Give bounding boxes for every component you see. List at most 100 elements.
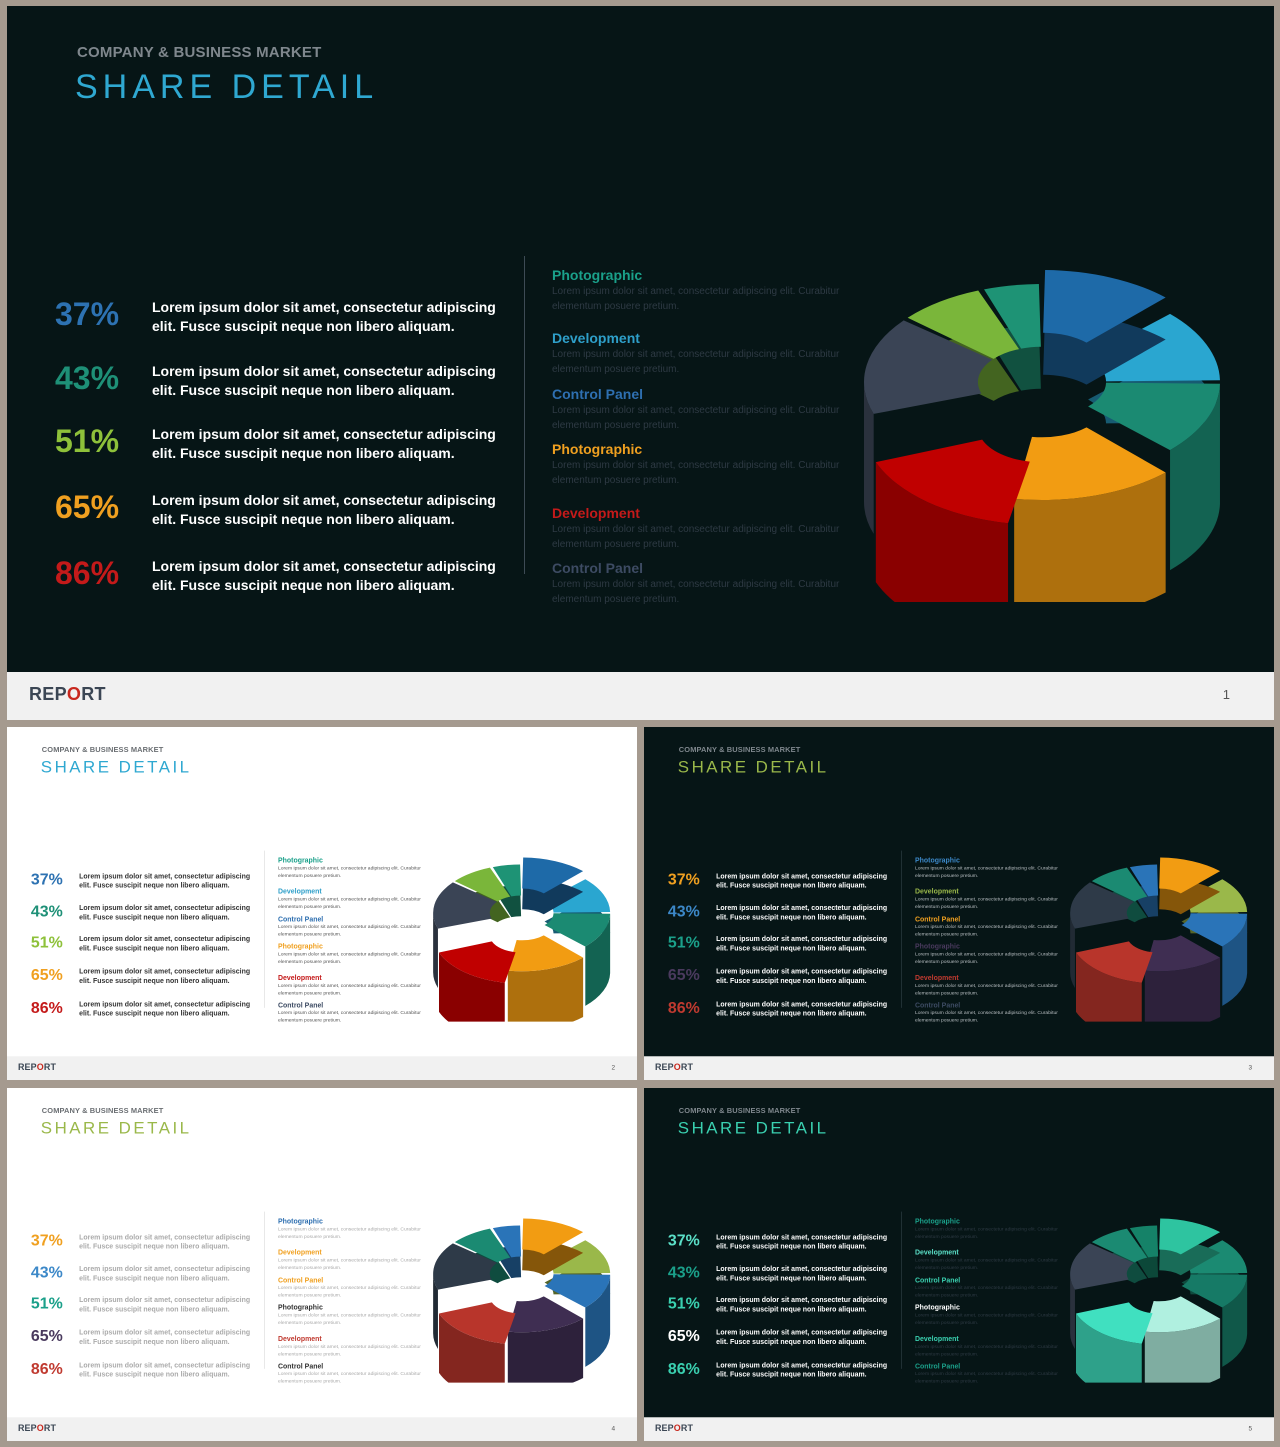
percentage-value: 37%: [667, 1231, 700, 1250]
category-title: Development: [914, 1334, 959, 1343]
category-description: Lorem ipsum dolor sit amet, consectetur …: [914, 983, 1058, 996]
donut-chart: [1064, 1205, 1253, 1404]
category-item: Photographic Lorem ipsum dolor sit amet, …: [915, 1217, 1059, 1240]
category-title: Development: [277, 887, 322, 896]
percentage-value: 43%: [30, 902, 63, 920]
percentage-value: 86%: [30, 1359, 63, 1378]
slide-2[interactable]: COMPANY & BUSINESS MARKET SHARE DETAIL 3…: [7, 727, 637, 1080]
footer-bar: REPORT 1: [7, 672, 1274, 720]
category-item: Control Panel Lorem ipsum dolor sit amet,…: [915, 1001, 1059, 1024]
percentage-description: Lorem ipsum dolor sit amet, consectetur …: [152, 299, 496, 334]
category-description: Lorem ipsum dolor sit amet, consectetur …: [552, 349, 840, 375]
category-description: Lorem ipsum dolor sit amet, consectetur …: [552, 405, 840, 431]
percentage-value: 86%: [667, 998, 700, 1017]
category-description: Lorem ipsum dolor sit amet, consectetur …: [277, 983, 421, 996]
percentage-description: Lorem ipsum dolor sit amet, consectetur …: [716, 1295, 888, 1313]
percentage-value: 51%: [30, 1294, 63, 1312]
percentage-value: 43%: [30, 1263, 63, 1281]
category-title: Development: [552, 330, 640, 346]
page-number: 1: [1222, 687, 1230, 702]
category-item: Control Panel Lorem ipsum dolor sit amet,…: [278, 1362, 422, 1385]
donut-segment: [544, 1274, 611, 1367]
category-title: Control Panel: [914, 1361, 961, 1370]
category-item: Control Panel Lorem ipsum dolor sit amet,…: [915, 915, 1059, 938]
percentage-value: 43%: [55, 360, 120, 396]
slide-title: SHARE DETAIL: [677, 757, 829, 777]
percentage-description: Lorem ipsum dolor sit amet, consectetur …: [716, 903, 888, 921]
footer-bar: REPORT 4: [7, 1417, 637, 1441]
percentage-description: Lorem ipsum dolor sit amet, consectetur …: [79, 1295, 251, 1313]
slide-subtitle: COMPANY & BUSINESS MARKET: [41, 745, 164, 755]
slide-5[interactable]: COMPANY & BUSINESS MARKET SHARE DETAIL 3…: [644, 1088, 1274, 1441]
category-description: Lorem ipsum dolor sit amet, consectetur …: [914, 1257, 1058, 1271]
category-title: Development: [914, 887, 959, 896]
percentage-description: Lorem ipsum dolor sit amet, consectetur …: [716, 934, 888, 952]
donut-svg: [1070, 1218, 1248, 1404]
percentage-description: Lorem ipsum dolor sit amet, consectetur …: [79, 967, 251, 985]
category-item: Photographic Lorem ipsum dolor sit amet, …: [915, 942, 1059, 965]
category-description: Lorem ipsum dolor sit amet, consectetur …: [914, 1344, 1058, 1357]
category-item: Photographic Lorem ipsum dolor sit amet, …: [552, 441, 842, 488]
donut-segment: [1144, 935, 1221, 1031]
category-item: Photographic Lorem ipsum dolor sit amet, …: [915, 1303, 1059, 1326]
percentage-value: 37%: [667, 870, 700, 889]
percentage-value: 51%: [667, 1294, 700, 1312]
percentage-description: Lorem ipsum dolor sit amet, consectetur …: [79, 903, 251, 921]
slide-title: SHARE DETAIL: [40, 1118, 192, 1138]
category-description: Lorem ipsum dolor sit amet, consectetur …: [914, 865, 1058, 879]
category-title: Development: [277, 1248, 322, 1257]
percentage-description: Lorem ipsum dolor sit amet, consectetur …: [152, 558, 496, 593]
category-title: Development: [277, 973, 322, 982]
category-item: Control Panel Lorem ipsum dolor sit amet,…: [278, 915, 422, 938]
slide-1[interactable]: COMPANY & BUSINESS MARKET SHARE DETAIL 3…: [7, 6, 1274, 720]
donut-svg: [433, 857, 611, 1043]
category-description: Lorem ipsum dolor sit amet, consectetur …: [914, 924, 1058, 938]
donut-segment: [1181, 913, 1248, 1006]
percentage-description: Lorem ipsum dolor sit amet, consectetur …: [152, 426, 496, 461]
donut-segment: [1181, 1274, 1248, 1367]
category-title: Development: [914, 973, 959, 982]
donut-segment: [439, 941, 516, 1043]
donut-segment: [864, 320, 993, 534]
percentage-value: 86%: [667, 1359, 700, 1378]
category-title: Development: [914, 1248, 959, 1257]
category-description: Lorem ipsum dolor sit amet, consectetur …: [277, 1312, 421, 1326]
slide-subtitle: COMPANY & BUSINESS MARKET: [77, 44, 322, 61]
brand-logo: REPORT: [17, 1062, 57, 1073]
category-item: Development Lorem ipsum dolor sit amet, c…: [278, 1248, 422, 1271]
slide-3[interactable]: COMPANY & BUSINESS MARKET SHARE DETAIL 3…: [644, 727, 1274, 1080]
category-description: Lorem ipsum dolor sit amet, consectetur …: [277, 1344, 421, 1357]
category-item: Development Lorem ipsum dolor sit amet, c…: [915, 974, 1059, 997]
category-item: Development Lorem ipsum dolor sit amet, c…: [915, 1335, 1059, 1358]
category-description: Lorem ipsum dolor sit amet, consectetur …: [914, 1285, 1058, 1299]
category-title: Control Panel: [277, 1275, 324, 1284]
percentage-value: 51%: [30, 933, 63, 951]
donut-segment: [507, 1296, 584, 1392]
slide-title: SHARE DETAIL: [40, 757, 192, 777]
category-title: Photographic: [277, 856, 323, 864]
category-description: Lorem ipsum dolor sit amet, consectetur …: [277, 1371, 421, 1385]
category-item: Control Panel Lorem ipsum dolor sit amet,…: [915, 1362, 1059, 1385]
donut-segment: [433, 882, 497, 988]
percentage-value: 65%: [30, 1326, 63, 1345]
percentage-value: 43%: [667, 1263, 700, 1281]
donut-segment: [1144, 1296, 1221, 1392]
donut-segment: [433, 1243, 497, 1349]
donut-segment: [1076, 1302, 1153, 1404]
category-title: Development: [277, 1334, 322, 1343]
slide-title: SHARE DETAIL: [75, 68, 379, 106]
category-description: Lorem ipsum dolor sit amet, consectetur …: [914, 1226, 1058, 1240]
donut-segment: [522, 1218, 584, 1276]
percentage-value: 43%: [667, 902, 700, 920]
percentage-value: 51%: [667, 933, 700, 951]
category-description: Lorem ipsum dolor sit amet, consectetur …: [914, 896, 1058, 910]
category-item: Photographic Lorem ipsum dolor sit amet, …: [552, 267, 842, 314]
brand-logo: REPORT: [17, 1423, 57, 1434]
slide-4[interactable]: COMPANY & BUSINESS MARKET SHARE DETAIL 3…: [7, 1088, 637, 1441]
percentage-description: Lorem ipsum dolor sit amet, consectetur …: [79, 1328, 251, 1346]
category-description: Lorem ipsum dolor sit amet, consectetur …: [277, 896, 421, 910]
category-title: Photographic: [277, 1217, 323, 1225]
footer-bar: REPORT 5: [644, 1417, 1274, 1441]
brand-logo: REPORT: [654, 1423, 694, 1434]
percentage-description: Lorem ipsum dolor sit amet, consectetur …: [716, 1264, 888, 1282]
